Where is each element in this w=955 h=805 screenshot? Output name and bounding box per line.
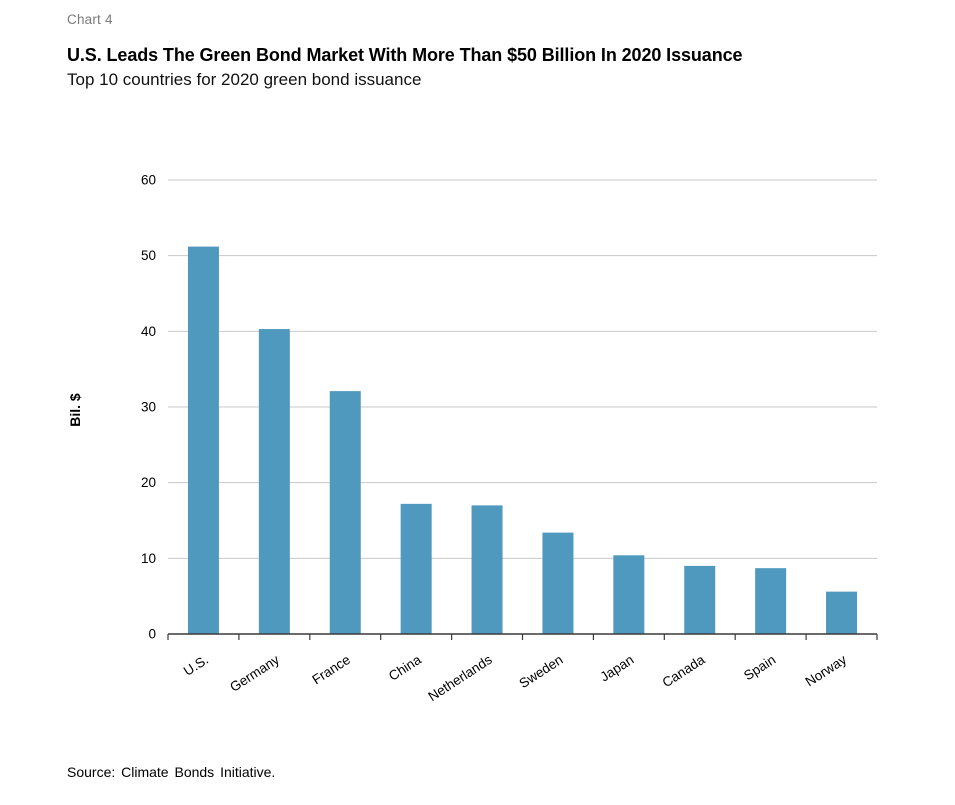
x-label-u-s-: U.S. [181, 652, 211, 679]
bar-norway [826, 591, 858, 634]
y-tick-label-60: 60 [141, 173, 156, 188]
bar-netherlands [471, 505, 503, 634]
y-tick-label-40: 40 [141, 324, 156, 339]
bar-china [400, 503, 432, 634]
x-label-sweden: Sweden [516, 652, 565, 691]
bar-spain [755, 568, 787, 634]
chart-subtitle: Top 10 countries for 2020 green bond iss… [67, 70, 422, 89]
x-label-spain: Spain [741, 652, 778, 683]
x-label-china: China [386, 652, 424, 684]
bar-canada [684, 565, 716, 634]
y-axis-title: Bil. $ [67, 393, 83, 427]
x-label-norway: Norway [803, 652, 850, 690]
x-label-canada: Canada [660, 652, 708, 691]
x-label-france: France [309, 652, 352, 687]
y-tick-label-30: 30 [141, 400, 156, 415]
bar-japan [613, 555, 645, 634]
bar-germany [258, 329, 290, 634]
bar-sweden [542, 532, 574, 634]
bar-france [329, 391, 361, 634]
y-tick-label-50: 50 [141, 248, 156, 263]
bar-u-s- [187, 246, 219, 634]
x-label-netherlands: Netherlands [425, 652, 494, 704]
x-label-japan: Japan [597, 652, 636, 685]
source-note: Source: Climate Bonds Initiative. [67, 764, 276, 780]
chart-number-label: Chart 4 [67, 12, 113, 27]
chart-title: U.S. Leads The Green Bond Market With Mo… [67, 45, 743, 65]
x-label-germany: Germany [227, 652, 282, 695]
y-tick-label-0: 0 [148, 627, 156, 642]
y-tick-label-20: 20 [141, 475, 156, 490]
y-tick-label-10: 10 [141, 551, 156, 566]
